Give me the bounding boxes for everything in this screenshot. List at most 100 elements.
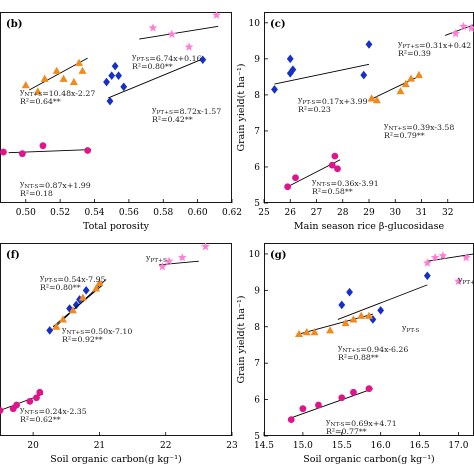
star-point — [467, 23, 474, 32]
y-tick-label: 6 — [254, 163, 260, 173]
y-tick-label: 7 — [254, 359, 260, 369]
r-squared-label: R²=0.62** — [20, 415, 61, 424]
star-point — [158, 262, 167, 271]
r-squared-label: R²=0.64** — [20, 97, 61, 106]
triangle-point — [75, 58, 84, 66]
diamond-point — [72, 300, 80, 310]
x-tick-label: 0.50 — [16, 208, 36, 218]
panel-label: (b) — [6, 19, 22, 30]
diamond-point — [423, 271, 431, 281]
r-squared-label: R²=0.23 — [298, 105, 331, 114]
fit-line — [337, 284, 428, 320]
triangle-point — [414, 70, 423, 79]
fit-line — [444, 24, 474, 36]
diamond-point — [365, 40, 373, 49]
y-tick-label: 5 — [254, 432, 260, 442]
star-point — [459, 21, 468, 31]
circle-point — [13, 401, 20, 409]
circle-point — [334, 165, 341, 173]
regression-equation: yPT+S=8.72x-1.57 — [151, 105, 221, 116]
r-squared-label: R²=0.80** — [40, 283, 81, 292]
panel-label: (g) — [270, 250, 286, 261]
panel-0: (b) 0.50 0.52 0.54 0.56 0.58 0.60 0.62 Total por… — [0, 12, 242, 232]
regression-equation: yPT+S=0.31x+0.42 — [397, 39, 471, 50]
y-tick-label: 9 — [254, 286, 260, 296]
x-tick-label: 0.58 — [153, 208, 173, 218]
x-axis-label: Soil organic carbon(g kg⁻¹) — [303, 454, 434, 465]
diamond-point — [271, 85, 278, 94]
x-tick-label: 26 — [285, 208, 297, 218]
regression-equation: yNT+S=0.50x-7.10 — [61, 325, 132, 336]
diamond-point — [82, 286, 90, 295]
circle-point — [350, 388, 357, 396]
triangle-point — [78, 293, 87, 301]
triangle-point — [326, 326, 335, 334]
regression-equation: yNT+S=0.39x-3.58 — [383, 121, 454, 132]
r-squared-label: R²=0.88** — [338, 353, 379, 362]
star-point — [164, 256, 174, 265]
triangle-point — [372, 96, 381, 104]
regression-equation: yNT+S=10.48x-2.27 — [19, 87, 95, 98]
diamond-point — [103, 77, 110, 87]
triangle-point — [52, 322, 61, 330]
circle-point — [299, 405, 307, 413]
panel-label: (c) — [270, 19, 286, 30]
diamond-point — [120, 82, 128, 92]
diamond-point — [286, 68, 294, 78]
circle-point — [0, 407, 4, 414]
diamond-point — [346, 287, 353, 297]
x-tick-label: 22 — [160, 441, 171, 451]
y-tick-label: 6 — [254, 396, 260, 406]
y-axis-label: Grain yield(t ha⁻¹) — [236, 296, 247, 384]
triangle-point — [69, 77, 78, 86]
diamond-point — [66, 304, 73, 313]
star-point — [177, 252, 187, 262]
r-squared-label: R²=0.80** — [132, 62, 173, 71]
plot-frame — [0, 12, 232, 203]
r-squared-label: R²=0.42** — [152, 115, 193, 124]
diamond-point — [108, 71, 116, 80]
regression-equation: yNT-S=0.36x-3.91 — [311, 177, 379, 188]
x-axis-label: Total porosity — [83, 221, 150, 232]
x-tick-label: 29 — [363, 208, 375, 218]
regression-equation: yPT-S=0.54x-7.95 — [39, 273, 106, 284]
fit-line — [139, 25, 219, 40]
x-tick-label: 21 — [94, 441, 105, 451]
triangle-point — [396, 87, 405, 95]
triangle-point — [58, 315, 67, 323]
star-point — [430, 252, 440, 262]
y-tick-label: 8 — [254, 91, 260, 101]
circle-point — [331, 152, 339, 160]
triangle-point — [92, 284, 101, 292]
x-tick-label: 0.52 — [50, 208, 70, 218]
regression-equation: yPT+S — [145, 253, 167, 264]
triangle-point — [21, 81, 30, 89]
triangle-point — [52, 66, 61, 74]
circle-point — [338, 394, 346, 402]
circle-point — [84, 147, 92, 154]
star-point — [454, 276, 463, 285]
star-point — [201, 243, 210, 251]
star-point — [184, 42, 194, 51]
regression-equation: yNT-S=0.87x+1.99 — [19, 179, 91, 190]
regression-equation: yPT-S=6.74x+0.16 — [131, 52, 202, 63]
circle-point — [315, 401, 322, 409]
x-axis-label: Main season rice β-glucosidase — [294, 221, 445, 232]
triangle-point — [59, 74, 68, 82]
x-tick-label: 30 — [390, 208, 402, 218]
fit-line — [291, 388, 374, 419]
triangle-point — [310, 328, 319, 336]
circle-point — [284, 183, 292, 191]
x-tick-label: 0.60 — [188, 208, 208, 218]
regression-equation: yNT-S=0.69x+4.71 — [325, 417, 397, 428]
triangle-point — [349, 315, 358, 323]
triangle-point — [68, 306, 77, 314]
triangle-point — [295, 329, 303, 338]
x-tick-label: 32 — [442, 208, 453, 218]
circle-point — [365, 385, 373, 393]
circle-point — [33, 394, 40, 402]
x-tick-label: 15.0 — [293, 441, 313, 451]
y-tick-label: 5 — [254, 199, 260, 209]
r-squared-label: R²=0.79** — [384, 131, 425, 140]
diamond-point — [286, 54, 294, 64]
